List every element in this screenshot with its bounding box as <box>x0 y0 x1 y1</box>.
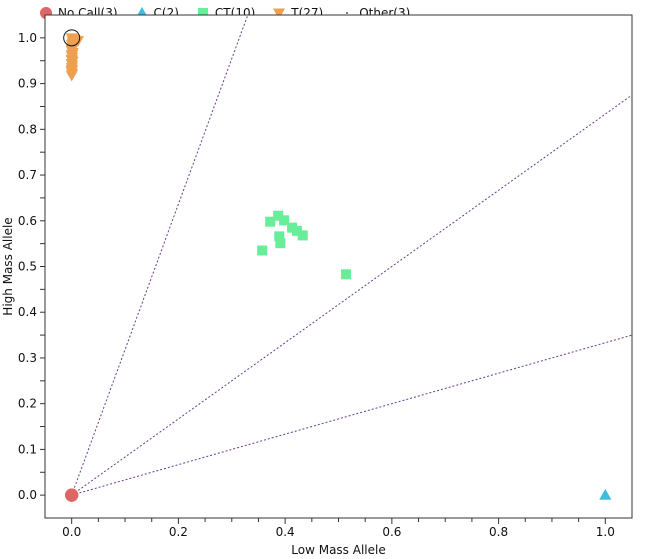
data-point <box>257 245 268 256</box>
y-tick-label: 0.8 <box>18 122 37 136</box>
y-tick-label: 0.5 <box>18 260 37 274</box>
selection-ring <box>63 29 81 47</box>
data-point <box>66 49 79 61</box>
series-ct-10 <box>257 210 351 280</box>
data-point <box>273 210 284 221</box>
data-point <box>274 231 285 242</box>
y-axis-title: High Mass Allele <box>1 217 15 315</box>
x-tick-label: 0.2 <box>169 525 188 539</box>
series-no-call-3 <box>65 488 79 502</box>
plot-area <box>44 14 633 519</box>
legend-marker <box>346 12 349 14</box>
y-tick-label: 0.7 <box>18 168 37 182</box>
x-tick-label: 1.0 <box>596 525 615 539</box>
data-point <box>65 55 78 67</box>
data-point <box>68 37 81 49</box>
y-tick-label: 0.3 <box>18 351 37 365</box>
data-point <box>279 215 290 226</box>
legend-marker-icon <box>273 8 286 19</box>
legend-marker-icon <box>346 12 349 14</box>
x-tick-label: 0.0 <box>62 525 81 539</box>
series-c-2 <box>599 489 612 500</box>
data-point <box>599 489 612 500</box>
data-point <box>265 216 276 227</box>
x-tick-label: 0.8 <box>489 525 508 539</box>
data-point <box>65 65 78 77</box>
x-axis-title: Low Mass Allele <box>291 543 385 557</box>
y-tick-label: 1.0 <box>18 31 37 45</box>
boundary-line-1 <box>71 15 249 496</box>
x-tick-label: 0.4 <box>276 525 295 539</box>
data-point <box>291 225 302 236</box>
y-tick-label: 0.0 <box>18 488 37 502</box>
y-tick-label: 0.4 <box>18 305 37 319</box>
y-tick-label: 0.6 <box>18 214 37 228</box>
x-tick-label: 0.6 <box>382 525 401 539</box>
data-point <box>65 488 79 502</box>
boundary-line-3 <box>71 334 632 496</box>
boundary-line-2 <box>71 94 632 496</box>
y-tick-label: 0.1 <box>18 442 37 456</box>
legend-marker <box>197 8 208 18</box>
y-tick-label: 0.2 <box>18 397 37 411</box>
legend-marker-icon <box>197 8 208 18</box>
y-tick-label: 0.9 <box>18 77 37 91</box>
legend-marker <box>273 8 286 19</box>
series-t-27 <box>65 33 85 82</box>
data-point <box>275 238 286 249</box>
data-point <box>297 230 308 241</box>
data-point <box>340 269 351 280</box>
